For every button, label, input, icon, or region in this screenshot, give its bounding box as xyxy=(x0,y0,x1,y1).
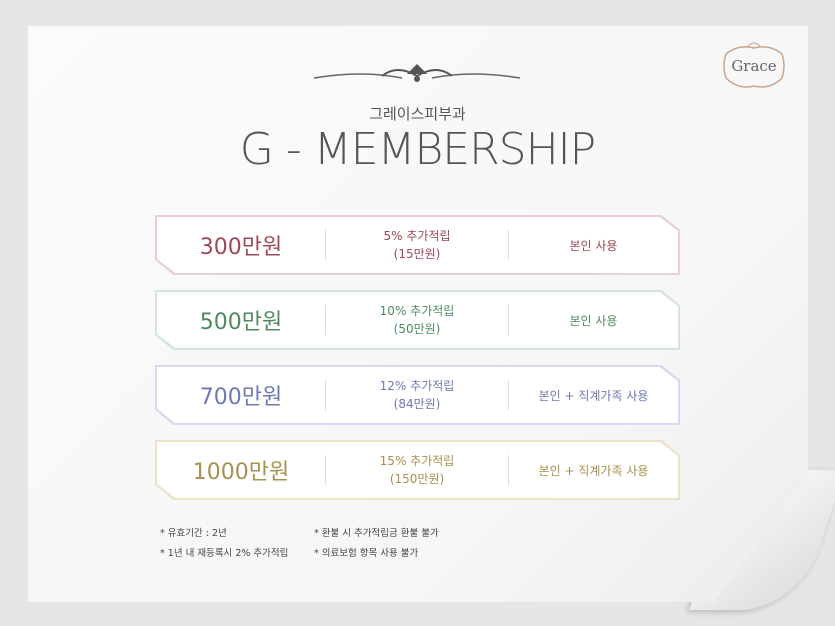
page-title: G - MEMBERSHIP xyxy=(239,124,596,175)
divider xyxy=(325,380,326,410)
membership-card: 300만원 5% 추가적립 (15만원) 본인 사용 xyxy=(155,215,680,275)
card-body: 1000만원 15% 추가적립 (150만원) 본인 + 직계가족 사용 xyxy=(157,442,678,498)
plan-bonus: 12% 추가적립 (84만원) xyxy=(326,377,508,413)
bonus-rate: 15% 추가적립 xyxy=(379,454,455,468)
ornament-divider-icon xyxy=(313,64,521,82)
plan-usage: 본인 + 직계가족 사용 xyxy=(538,463,649,478)
plan-bonus: 5% 추가적립 (15만원) xyxy=(326,227,508,263)
divider xyxy=(508,380,509,410)
bonus-amount: (15만원) xyxy=(393,247,441,261)
card-body: 500만원 10% 추가적립 (50만원) 본인 사용 xyxy=(157,292,678,348)
divider xyxy=(325,230,326,260)
note-reregister: * 1년 내 재등록시 2% 추가적립 xyxy=(160,548,289,559)
plan-amount: 300만원 xyxy=(199,235,283,260)
plan-usage: 본인 + 직계가족 사용 xyxy=(538,388,649,403)
plan-amount: 1000만원 xyxy=(192,460,290,485)
plan-usage: 본인 사용 xyxy=(569,313,618,328)
plan-bonus: 15% 추가적립 (150만원) xyxy=(326,452,508,488)
bonus-amount: (50만원) xyxy=(393,322,441,336)
divider xyxy=(508,230,509,260)
note-insurance: * 의료보험 항목 사용 불가 xyxy=(314,548,419,559)
divider xyxy=(508,305,509,335)
bonus-amount: (150만원) xyxy=(389,472,445,486)
bonus-rate: 5% 추가적립 xyxy=(383,229,451,243)
plan-usage: 본인 사용 xyxy=(569,238,618,253)
card-body: 700만원 12% 추가적립 (84만원) 본인 + 직계가족 사용 xyxy=(157,367,678,423)
membership-card: 1000만원 15% 추가적립 (150만원) 본인 + 직계가족 사용 xyxy=(155,440,680,500)
note-refund: * 환불 시 추가적립금 환불 불가 xyxy=(314,528,439,539)
divider xyxy=(508,455,509,485)
card-body: 300만원 5% 추가적립 (15만원) 본인 사용 xyxy=(157,217,678,273)
membership-card: 500만원 10% 추가적립 (50만원) 본인 사용 xyxy=(155,290,680,350)
plan-amount: 700만원 xyxy=(199,385,283,410)
bonus-rate: 10% 추가적립 xyxy=(379,304,455,318)
bonus-rate: 12% 추가적립 xyxy=(379,379,455,393)
notes-right: * 환불 시 추가적립금 환불 불가 * 의료보험 항목 사용 불가 xyxy=(314,524,439,564)
divider xyxy=(325,455,326,485)
membership-card: 700만원 12% 추가적립 (84만원) 본인 + 직계가족 사용 xyxy=(155,365,680,425)
grace-logo: Grace xyxy=(718,40,790,92)
plan-amount: 500만원 xyxy=(199,310,283,335)
bonus-amount: (84만원) xyxy=(393,397,441,411)
clinic-name: 그레이스피부과 xyxy=(369,105,466,123)
plan-bonus: 10% 추가적립 (50만원) xyxy=(326,302,508,338)
divider xyxy=(325,305,326,335)
note-validity: * 유효기간 : 2년 xyxy=(160,528,227,539)
notes-left: * 유효기간 : 2년 * 1년 내 재등록시 2% 추가적립 xyxy=(160,524,288,564)
